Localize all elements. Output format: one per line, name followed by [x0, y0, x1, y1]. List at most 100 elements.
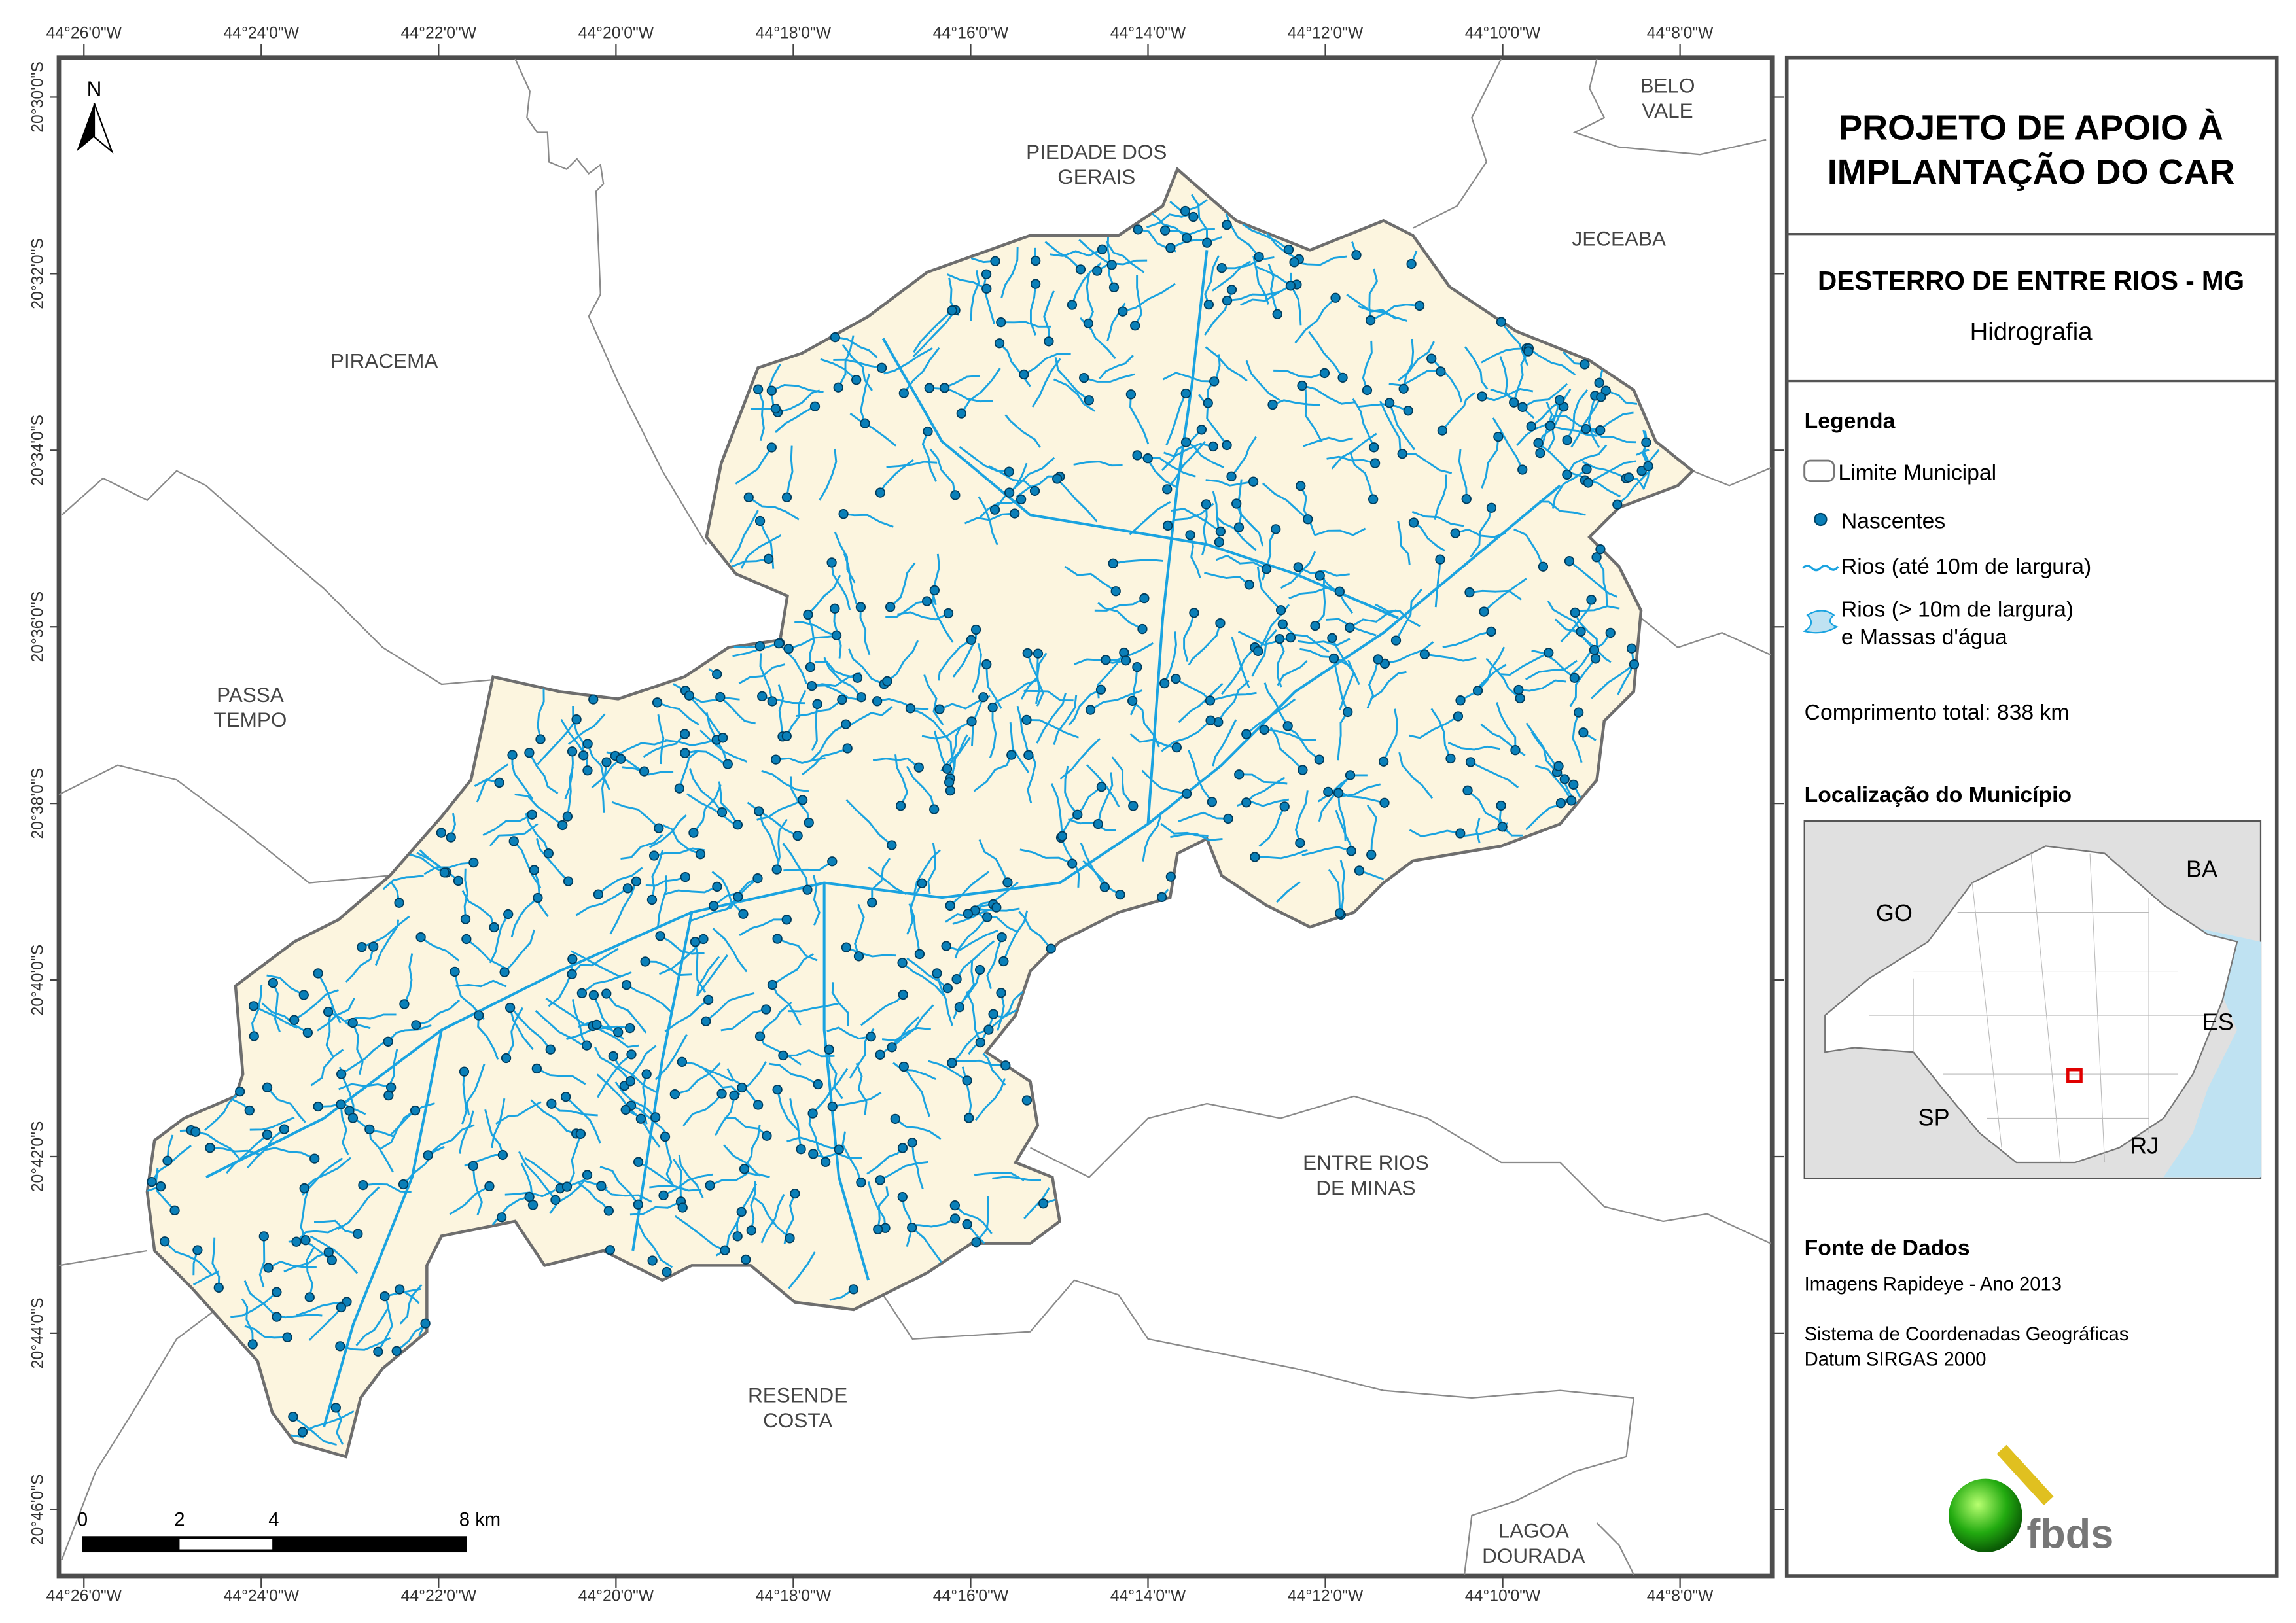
spring-point[interactable]	[1330, 292, 1341, 303]
spring-point[interactable]	[944, 777, 955, 788]
spring-point[interactable]	[323, 1006, 334, 1017]
spring-point[interactable]	[1033, 648, 1044, 659]
spring-point[interactable]	[1455, 695, 1466, 706]
spring-point[interactable]	[757, 691, 768, 702]
spring-point[interactable]	[1362, 385, 1373, 396]
spring-point[interactable]	[1083, 318, 1094, 329]
spring-point[interactable]	[288, 1411, 298, 1422]
spring-point[interactable]	[1021, 1095, 1033, 1106]
spring-point[interactable]	[949, 1213, 961, 1224]
spring-point[interactable]	[669, 1089, 680, 1100]
spring-point[interactable]	[1180, 388, 1191, 399]
spring-point[interactable]	[386, 1082, 397, 1092]
spring-point[interactable]	[1205, 715, 1216, 725]
spring-point[interactable]	[1445, 753, 1456, 764]
spring-point[interactable]	[1496, 800, 1506, 811]
spring-point[interactable]	[575, 1128, 586, 1139]
spring-point[interactable]	[856, 692, 866, 703]
spring-point[interactable]	[380, 1291, 390, 1302]
spring-point[interactable]	[1223, 813, 1233, 824]
spring-point[interactable]	[987, 702, 998, 713]
spring-point[interactable]	[1254, 251, 1264, 262]
spring-point[interactable]	[998, 956, 1009, 967]
spring-point[interactable]	[1226, 471, 1237, 481]
spring-point[interactable]	[1016, 494, 1027, 505]
spring-point[interactable]	[1119, 647, 1129, 658]
spring-point[interactable]	[1586, 595, 1597, 605]
spring-point[interactable]	[578, 750, 589, 761]
spring-point[interactable]	[1437, 425, 1448, 436]
spring-point[interactable]	[357, 942, 367, 952]
spring-point[interactable]	[733, 892, 743, 902]
spring-point[interactable]	[875, 487, 885, 498]
spring-point[interactable]	[1343, 707, 1353, 718]
spring-point[interactable]	[951, 974, 962, 985]
spring-point[interactable]	[1171, 673, 1181, 684]
spring-point[interactable]	[956, 408, 966, 419]
spring-point[interactable]	[654, 823, 664, 833]
spring-point[interactable]	[398, 1179, 409, 1190]
spring-point[interactable]	[996, 317, 1006, 328]
spring-point[interactable]	[797, 795, 808, 805]
spring-point[interactable]	[450, 966, 460, 977]
spring-point[interactable]	[1132, 450, 1142, 461]
spring-point[interactable]	[856, 1177, 866, 1188]
spring-point[interactable]	[499, 967, 510, 977]
spring-point[interactable]	[1115, 889, 1125, 900]
spring-point[interactable]	[1576, 626, 1586, 637]
spring-point[interactable]	[873, 1224, 883, 1234]
spring-point[interactable]	[1133, 224, 1143, 235]
spring-point[interactable]	[1079, 372, 1089, 383]
spring-point[interactable]	[1345, 622, 1355, 633]
spring-point[interactable]	[1406, 258, 1417, 270]
spring-point[interactable]	[875, 1175, 885, 1185]
spring-point[interactable]	[1185, 530, 1195, 540]
spring-point[interactable]	[705, 1180, 715, 1191]
spring-point[interactable]	[1369, 458, 1381, 468]
spring-point[interactable]	[882, 676, 892, 687]
spring-point[interactable]	[391, 1346, 402, 1356]
spring-point[interactable]	[1570, 607, 1580, 618]
spring-point[interactable]	[297, 1427, 308, 1437]
spring-point[interactable]	[923, 426, 933, 437]
spring-point[interactable]	[1097, 244, 1108, 254]
spring-point[interactable]	[709, 901, 719, 911]
spring-point[interactable]	[1486, 502, 1497, 513]
spring-point[interactable]	[582, 739, 593, 749]
spring-point[interactable]	[821, 1157, 831, 1167]
spring-point[interactable]	[524, 1191, 535, 1202]
spring-point[interactable]	[1285, 281, 1296, 291]
spring-point[interactable]	[247, 1339, 258, 1350]
spring-point[interactable]	[826, 557, 837, 568]
spring-point[interactable]	[752, 873, 763, 884]
spring-point[interactable]	[489, 922, 499, 933]
spring-point[interactable]	[1092, 266, 1103, 276]
spring-point[interactable]	[997, 932, 1007, 943]
spring-point[interactable]	[1333, 788, 1344, 798]
spring-point[interactable]	[468, 1161, 478, 1172]
spring-point[interactable]	[1196, 425, 1207, 435]
spring-point[interactable]	[1085, 705, 1096, 715]
spring-point[interactable]	[1156, 892, 1167, 903]
spring-point[interactable]	[1108, 558, 1118, 568]
spring-point[interactable]	[648, 850, 660, 861]
spring-point[interactable]	[1057, 831, 1068, 841]
spring-point[interactable]	[1274, 634, 1285, 644]
spring-point[interactable]	[947, 305, 957, 316]
spring-point[interactable]	[990, 256, 1000, 266]
spring-point[interactable]	[1397, 449, 1407, 459]
spring-point[interactable]	[1465, 757, 1476, 767]
spring-point[interactable]	[622, 883, 633, 894]
spring-point[interactable]	[497, 1149, 508, 1161]
spring-point[interactable]	[410, 1105, 421, 1116]
spring-point[interactable]	[945, 785, 956, 796]
spring-point[interactable]	[244, 1105, 255, 1116]
spring-point[interactable]	[1139, 593, 1150, 604]
spring-point[interactable]	[680, 871, 690, 882]
spring-point[interactable]	[1180, 205, 1191, 217]
spring-point[interactable]	[1222, 220, 1232, 230]
spring-point[interactable]	[738, 909, 749, 919]
spring-point[interactable]	[330, 1403, 341, 1413]
spring-point[interactable]	[655, 931, 665, 941]
spring-point[interactable]	[601, 757, 612, 767]
